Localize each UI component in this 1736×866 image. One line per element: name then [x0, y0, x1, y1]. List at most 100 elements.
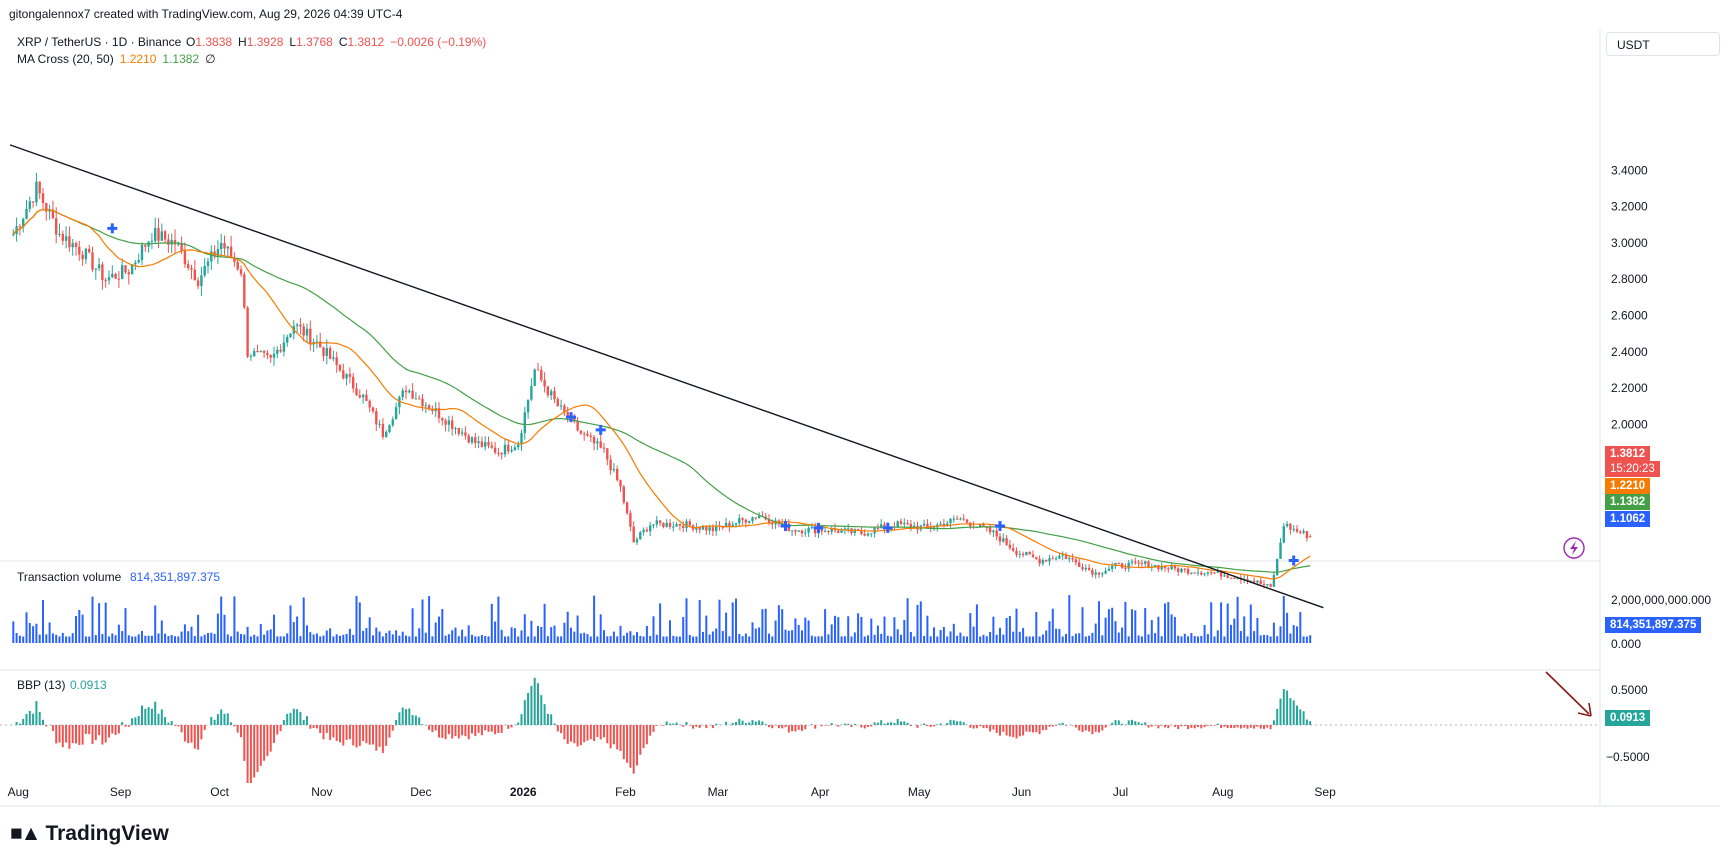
- volume-bar: [1160, 636, 1163, 643]
- candle-body: [160, 231, 163, 241]
- volume-bar: [929, 636, 932, 643]
- lightning-icon[interactable]: [1563, 537, 1585, 559]
- candle-body: [526, 399, 530, 413]
- volume-bar: [494, 621, 497, 643]
- candle-body: [635, 539, 639, 543]
- downtrend-line[interactable]: [9, 144, 1324, 609]
- time-tick: May: [908, 785, 931, 799]
- volume-bar: [1220, 602, 1223, 643]
- candle-body: [1305, 531, 1309, 539]
- volume-bar: [1282, 595, 1285, 643]
- bbp-bar: [385, 725, 388, 746]
- candle-body: [282, 342, 286, 352]
- bbp-bar: [863, 725, 866, 729]
- bbp-bar: [768, 725, 770, 728]
- candle-body: [665, 522, 668, 527]
- volume-bar: [395, 630, 398, 643]
- volume-bar: [751, 622, 754, 643]
- candle-body: [866, 533, 870, 536]
- bbp-bar: [810, 724, 813, 725]
- volume-bar: [183, 624, 186, 643]
- bbp-bar: [543, 704, 546, 725]
- candle-body: [1021, 553, 1025, 556]
- candle-body: [946, 523, 949, 527]
- candle-body: [1127, 562, 1130, 569]
- bbp-bar: [1164, 725, 1166, 728]
- tradingview-logo[interactable]: ■▲ TradingView: [10, 822, 169, 846]
- volume-bar: [104, 602, 107, 643]
- volume-bar: [286, 633, 289, 643]
- bbp-bar: [738, 718, 741, 725]
- bbp-bar: [1279, 698, 1282, 725]
- bbp-bar: [378, 725, 381, 747]
- candle-body: [480, 441, 484, 447]
- time-tick: Mar: [708, 785, 729, 799]
- candle-body: [385, 431, 388, 437]
- volume-bar: [75, 616, 77, 643]
- bbp-bar: [1203, 725, 1206, 728]
- candle-body: [1167, 568, 1170, 570]
- currency-unit-selector[interactable]: USDT: [1606, 32, 1720, 56]
- bbp-bar: [164, 717, 167, 725]
- volume-bar: [312, 634, 315, 643]
- volume-bar: [94, 634, 97, 643]
- bbp-bar: [183, 725, 186, 742]
- candle-body: [236, 262, 239, 270]
- volume-bar: [230, 636, 233, 643]
- volume-bar: [540, 627, 543, 643]
- bbp-bar: [1230, 725, 1232, 729]
- bbp-bar: [741, 720, 744, 725]
- down-arrow-annotation[interactable]: [1545, 671, 1592, 717]
- bbp-bar: [507, 725, 510, 729]
- candle-body: [1262, 584, 1266, 586]
- candle-body: [1299, 531, 1302, 533]
- candle-body: [1292, 528, 1295, 530]
- candle-body: [1163, 566, 1167, 569]
- bbp-bar: [266, 725, 269, 757]
- candle-body: [1272, 575, 1276, 587]
- candle-body: [1183, 568, 1186, 570]
- bbp-bar: [1144, 722, 1147, 725]
- bbp-bar: [992, 725, 995, 730]
- candle-body: [896, 521, 899, 527]
- volume-bar: [309, 632, 312, 643]
- volume-bar: [434, 622, 437, 643]
- volume-bar: [1286, 612, 1289, 643]
- candle-body: [365, 394, 368, 401]
- bbp-bar: [65, 725, 68, 743]
- volume-bar: [117, 624, 120, 643]
- candles-series: [12, 172, 1312, 589]
- bbp-bar: [197, 725, 200, 750]
- candle-body: [1117, 562, 1120, 564]
- volume-bar: [65, 636, 68, 643]
- candle-body: [586, 433, 589, 436]
- volume-bar: [388, 630, 391, 643]
- bbp-bar: [398, 712, 401, 725]
- volume-bar: [1071, 636, 1074, 643]
- bbp-bar: [1038, 725, 1041, 735]
- bbp-bar: [923, 723, 926, 725]
- ma-cross-marker: [595, 424, 606, 435]
- credit-line: gitongalennox7 created with TradingView.…: [9, 7, 403, 21]
- bbp-bar: [1309, 721, 1312, 725]
- bbp-bar: [537, 683, 539, 725]
- bbp-bar: [1002, 725, 1005, 732]
- bbp-bar: [711, 725, 714, 729]
- bbp-bar: [477, 725, 480, 733]
- bbp-bar: [121, 722, 124, 725]
- bbp-bar: [431, 725, 434, 733]
- candle-body: [378, 423, 381, 425]
- candle-body: [741, 518, 744, 520]
- volume-bar: [900, 634, 902, 643]
- volume-bar: [1144, 607, 1147, 643]
- volume-bar: [1266, 635, 1269, 643]
- candle-body: [361, 394, 365, 398]
- volume-bar: [1051, 608, 1054, 643]
- volume-bar: [471, 634, 473, 643]
- bbp-bar: [972, 725, 975, 729]
- bbp-bar: [606, 725, 609, 744]
- volume-bar: [167, 636, 170, 643]
- candle-body: [173, 239, 177, 245]
- bbp-bar: [979, 725, 982, 727]
